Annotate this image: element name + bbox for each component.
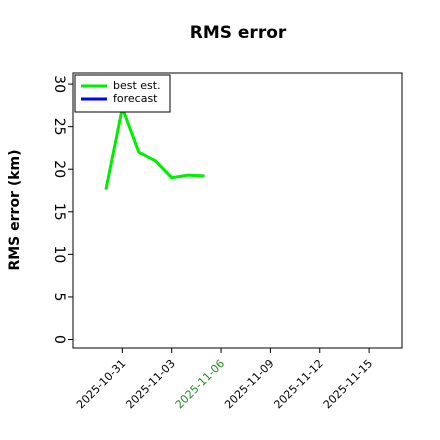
x-tick-label: 2025-11-09 (222, 357, 276, 411)
legend-box (74, 74, 171, 113)
legend-label: best est. (113, 79, 161, 92)
plot-frame (72, 72, 403, 349)
x-tick-label: 2025-11-15 (321, 357, 375, 411)
x-tick-label: 2025-11-03 (123, 357, 177, 411)
y-tick-label: 30 (51, 75, 67, 93)
y-axis-label: RMS error (km) (7, 149, 23, 270)
y-tick-label: 5 (51, 292, 67, 301)
x-tick-label: 2025-10-31 (74, 357, 128, 411)
legend-label: forecast (113, 92, 158, 105)
x-tick-label: 2025-11-06 (173, 357, 227, 411)
y-tick-label: 15 (51, 203, 67, 221)
y-tick-label: 20 (51, 160, 67, 178)
series-line (104, 102, 205, 190)
chart-title: RMS error (190, 23, 287, 43)
x-tick-label: 2025-11-12 (271, 357, 325, 411)
y-tick-label: 10 (51, 245, 67, 263)
y-tick-label: 0 (51, 335, 67, 344)
y-tick-label: 25 (51, 118, 67, 136)
